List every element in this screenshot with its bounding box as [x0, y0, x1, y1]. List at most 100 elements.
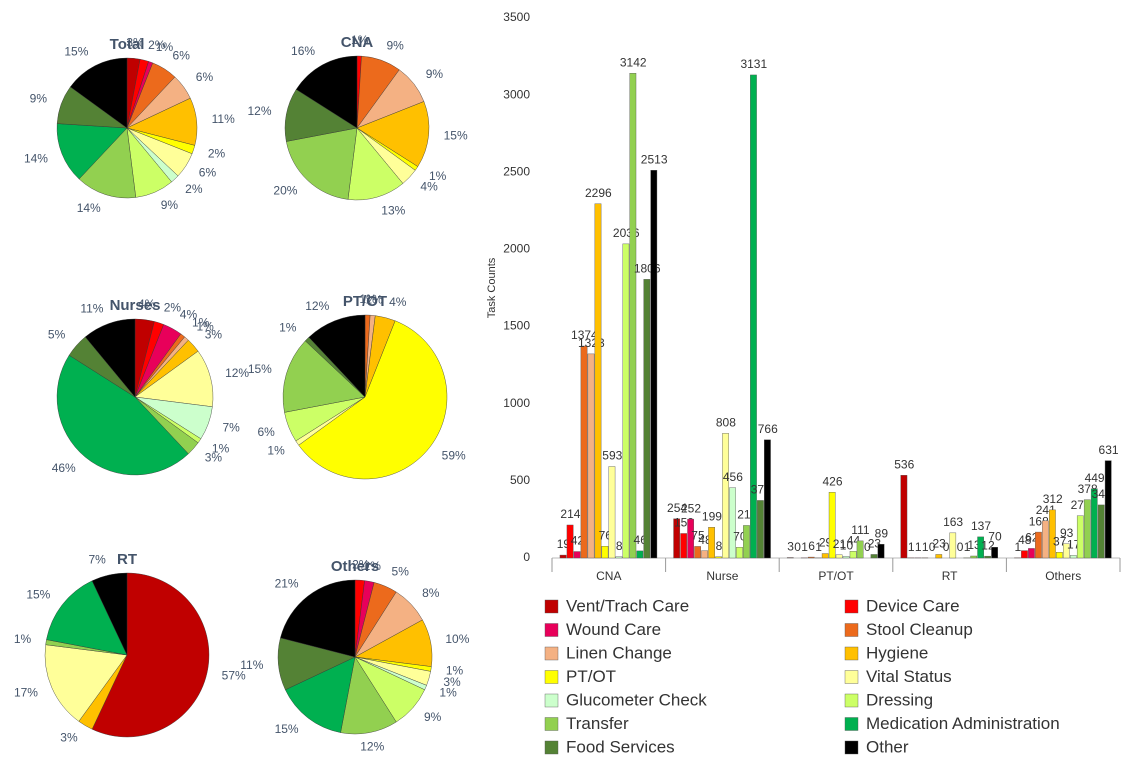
legend-label: Other [866, 737, 909, 756]
value-label: 199 [702, 509, 722, 523]
value-label: 21 [833, 537, 847, 551]
legend-label: Dressing [866, 690, 933, 709]
pie-value-label: 3% [126, 36, 144, 50]
y-axis-label: Task Counts [486, 257, 498, 318]
x-tick-label: PT/OT [818, 569, 854, 583]
pie-slice [46, 580, 128, 656]
y-tick-label: 3000 [503, 87, 530, 101]
bar [615, 556, 623, 559]
value-label: 0 [929, 540, 936, 554]
pie-value-label: 2% [364, 559, 382, 573]
pie-value-label: 12% [248, 104, 272, 118]
value-label: 8 [616, 539, 623, 553]
value-label: 1 [915, 540, 922, 554]
x-tick-label: CNA [596, 569, 621, 583]
pie-value-label: 8% [422, 586, 440, 600]
pie-title: Others [331, 558, 379, 575]
pie-value-label: 59% [442, 449, 466, 463]
value-label: 89 [875, 526, 889, 540]
pie-value-label: 17% [14, 686, 38, 700]
value-label: 137 [971, 519, 991, 533]
value-label: 23 [932, 537, 946, 551]
value-label: 1 [815, 540, 822, 554]
bar [807, 556, 815, 559]
pie-value-label: 1% [359, 292, 377, 306]
pie-value-label: 2% [148, 38, 166, 52]
pie-value-label: 7% [88, 553, 106, 567]
bar [977, 536, 984, 559]
bar [622, 243, 630, 559]
bar [828, 492, 836, 559]
pie-value-label: 57% [222, 668, 246, 682]
value-label: 6 [808, 539, 815, 553]
bar [1083, 499, 1091, 559]
bar [601, 546, 609, 559]
legend-swatch [844, 670, 859, 684]
legend-swatch [844, 717, 859, 731]
pie-value-label: 1% [365, 293, 383, 307]
bar [566, 524, 574, 559]
pie-value-label: 15% [275, 722, 299, 736]
value-label: 93 [1060, 526, 1074, 540]
y-tick-label: 3500 [503, 10, 530, 24]
bar [650, 170, 658, 559]
pie-slice [356, 101, 430, 167]
bar [680, 533, 688, 559]
pie-slice [295, 55, 358, 129]
pie-slice [70, 57, 128, 129]
pie-value-label: 5% [48, 328, 66, 342]
pie-value-label: 1% [212, 441, 230, 455]
bar [900, 475, 908, 559]
bar [870, 554, 878, 559]
pie-value-label: 4% [420, 180, 438, 194]
value-label: 449 [1085, 471, 1105, 485]
legend-label: Transfer [566, 714, 629, 733]
value-label: 3 [787, 540, 794, 554]
pie-value-label: 1% [279, 321, 297, 335]
pie-slice [91, 572, 128, 656]
value-label: 312 [1043, 492, 1063, 506]
pie-value-label: 12% [305, 299, 329, 313]
value-label: 456 [723, 470, 743, 484]
pie-value-label: 1% [14, 632, 32, 646]
pie-title: Nurses [110, 297, 161, 314]
bar [821, 553, 829, 559]
y-tick-label: 2000 [503, 242, 530, 256]
value-label: 593 [602, 449, 622, 463]
y-tick-label: 1000 [503, 396, 530, 410]
value-label: 214 [560, 507, 580, 521]
bar [701, 550, 708, 559]
legend-swatch [544, 693, 559, 708]
bar [856, 540, 864, 559]
value-label: 426 [822, 474, 842, 488]
value-label: 2296 [585, 186, 612, 200]
pie-slice [286, 127, 358, 200]
pie-value-label: 11% [80, 302, 103, 316]
bar [877, 544, 885, 559]
pie-slice [91, 572, 210, 738]
bar [608, 466, 616, 559]
bar [1028, 548, 1035, 559]
pie-slice [347, 127, 404, 201]
bar [587, 353, 595, 559]
pie-value-label: 1% [267, 444, 285, 458]
pie-value-label: 1% [439, 686, 457, 700]
value-label: 1 [908, 540, 915, 554]
legend-swatch [844, 646, 859, 661]
legend-swatch [544, 670, 559, 684]
pie-value-label: 7% [223, 421, 241, 435]
bar [643, 279, 651, 559]
value-label: 48 [1018, 533, 1032, 547]
pie-value-label: 9% [386, 38, 404, 52]
pie-value-label: 13% [381, 204, 405, 218]
pie-value-label: 4% [389, 295, 407, 309]
pie-value-label: 3% [205, 328, 223, 342]
legend-swatch [844, 693, 859, 708]
legend-swatch [544, 646, 559, 661]
y-tick-label: 2500 [503, 164, 530, 178]
pie-value-label: 9% [30, 91, 48, 105]
pie-value-label: 16% [291, 44, 315, 58]
pie-value-label: 1% [156, 40, 174, 54]
pie-value-label: 3% [205, 451, 223, 465]
